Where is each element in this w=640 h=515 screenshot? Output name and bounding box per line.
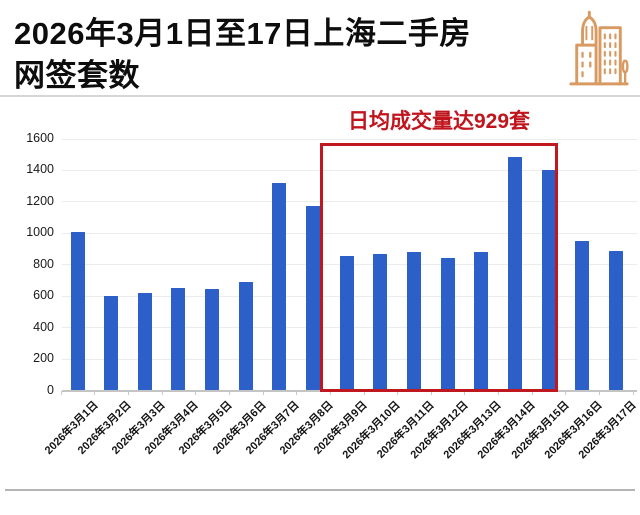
bar-2026年3月7日 bbox=[272, 183, 287, 390]
x-axis-tick bbox=[565, 391, 567, 395]
x-axis-tick bbox=[464, 391, 466, 395]
bar-2026年3月13日 bbox=[474, 251, 489, 390]
x-axis-tick bbox=[60, 391, 62, 395]
bar-2026年3月16日 bbox=[575, 240, 590, 390]
x-axis-tick bbox=[329, 391, 331, 395]
y-axis-tick-label: 1600 bbox=[26, 131, 54, 145]
bar-2026年3月10日 bbox=[373, 254, 388, 390]
bar-2026年3月2日 bbox=[104, 296, 119, 390]
highlight-box bbox=[319, 143, 558, 392]
bar-2026年3月9日 bbox=[339, 255, 354, 390]
bar-2026年3月11日 bbox=[407, 252, 421, 390]
bar-2026年3月4日 bbox=[171, 287, 186, 390]
x-axis-tick bbox=[228, 391, 230, 395]
bar-2026年3月5日 bbox=[205, 288, 220, 390]
y-axis-tick-label: 200 bbox=[33, 351, 54, 366]
gridline bbox=[62, 169, 637, 171]
x-axis-tick bbox=[195, 391, 197, 395]
bar-2026年3月6日 bbox=[238, 281, 253, 390]
y-axis-tick-label: 1200 bbox=[26, 193, 54, 208]
footer-divider bbox=[5, 489, 635, 491]
bar-2026年3月1日 bbox=[70, 232, 85, 390]
bar-2026年3月17日 bbox=[608, 250, 623, 390]
page-title-line2: 网签套数 bbox=[14, 58, 140, 93]
x-axis-tick bbox=[498, 391, 500, 395]
page-title-line1: 2026年3月1日至17日上海二手房 bbox=[14, 16, 471, 51]
city-buildings-icon bbox=[569, 10, 629, 86]
x-axis-tick bbox=[531, 391, 533, 395]
bar-2026年3月14日 bbox=[507, 156, 522, 390]
gridline bbox=[62, 201, 637, 203]
y-axis-tick-label: 800 bbox=[33, 256, 54, 271]
y-axis-tick-label: 600 bbox=[33, 288, 54, 303]
bar-2026年3月3日 bbox=[137, 293, 152, 390]
x-axis-tick bbox=[430, 391, 432, 395]
x-axis-tick bbox=[296, 391, 298, 395]
x-axis-tick bbox=[127, 391, 129, 395]
bar-2026年3月12日 bbox=[440, 257, 455, 390]
bar-2026年3月8日 bbox=[306, 206, 321, 390]
y-axis-tick-label: 1000 bbox=[26, 225, 54, 240]
average-annotation: 日均成交量达929套 bbox=[347, 110, 531, 133]
bar-2026年3月15日 bbox=[541, 169, 556, 390]
x-axis-tick bbox=[262, 391, 264, 395]
y-axis-tick-label: 1400 bbox=[26, 162, 54, 177]
gridline bbox=[62, 232, 637, 234]
x-axis-tick bbox=[94, 391, 96, 395]
x-axis-tick bbox=[599, 391, 601, 395]
header-divider bbox=[0, 95, 640, 97]
y-axis-tick-label: 400 bbox=[33, 319, 54, 334]
gridline bbox=[62, 138, 637, 140]
x-axis-tick bbox=[397, 391, 399, 395]
x-axis-tick bbox=[161, 391, 163, 395]
x-axis-tick bbox=[363, 391, 365, 395]
y-axis-tick-label: 0 bbox=[47, 382, 54, 397]
x-axis-tick bbox=[632, 391, 634, 395]
